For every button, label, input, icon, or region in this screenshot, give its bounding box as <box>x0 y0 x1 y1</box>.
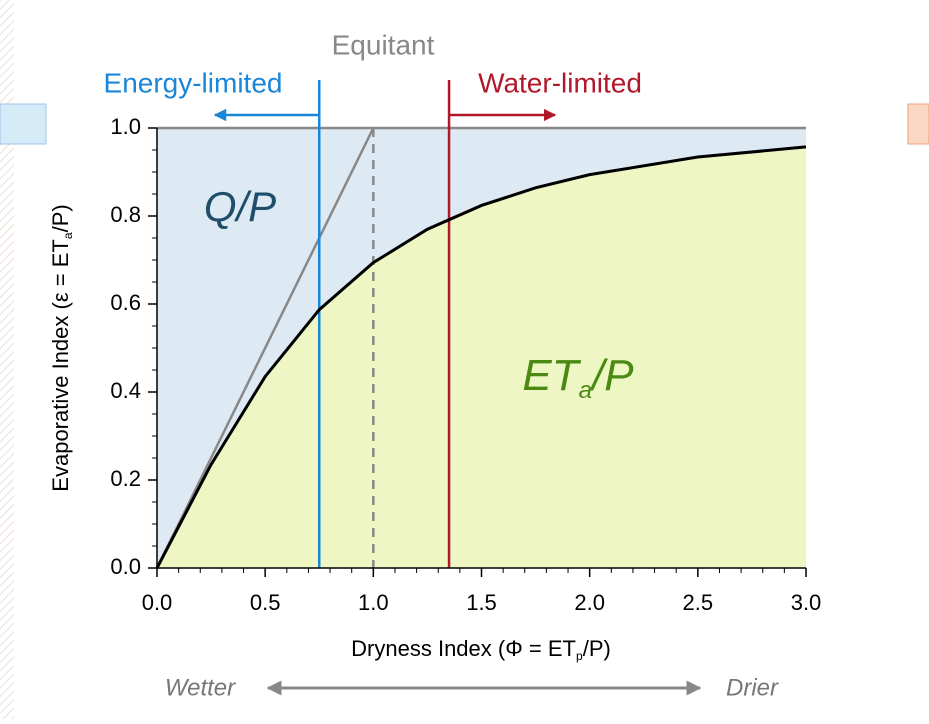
reference-line <box>155 127 375 569</box>
annotation: Equitant <box>332 29 435 60</box>
x-tick-label: 0.0 <box>142 590 173 615</box>
text-part: a <box>579 377 592 404</box>
region-label: ETa/P <box>522 351 634 404</box>
corner-box <box>907 103 929 145</box>
direction-label: Drier <box>726 674 779 701</box>
y-tick-label: 0.2 <box>110 466 141 491</box>
y-tick-label: 0.0 <box>110 554 141 579</box>
text-part: /P) <box>48 204 73 232</box>
x-axis-label: Dryness Index (Φ = ETp/P) <box>351 636 611 663</box>
y-tick-label: 0.6 <box>110 290 141 315</box>
y-tick-label: 0.4 <box>110 378 141 403</box>
direction-label: Wetter <box>165 674 236 701</box>
x-tick-label: 3.0 <box>791 590 822 615</box>
text-part: a <box>61 232 75 239</box>
x-tick-label: 2.0 <box>574 590 605 615</box>
x-tick-label: 1.0 <box>358 590 389 615</box>
text-part: /P) <box>583 636 611 661</box>
text-part: ET <box>522 351 581 400</box>
text-part: ET <box>548 636 576 661</box>
corner-box <box>0 103 47 145</box>
border-hatch <box>0 0 14 719</box>
region-label: Q/P <box>204 183 276 230</box>
x-tick-label: 0.5 <box>250 590 281 615</box>
text-part: Evaporative Index (ε = <box>48 267 73 491</box>
y-tick-label: 1.0 <box>110 114 141 139</box>
x-tick-label: 2.5 <box>683 590 714 615</box>
line <box>155 145 807 569</box>
y-axis-label: Evaporative Index (ε = ETa/P) <box>48 204 75 491</box>
text-part: p <box>576 649 583 663</box>
text-part: /P <box>589 351 634 400</box>
text-part: Dryness Index (Φ = <box>351 636 548 661</box>
x-tick-label: 1.5 <box>466 590 497 615</box>
annotation: Water-limited <box>478 67 642 98</box>
text-part: ET <box>48 239 73 267</box>
y-tick-label: 0.8 <box>110 202 141 227</box>
text-part: Q/P <box>204 183 276 230</box>
annotation: Energy-limited <box>104 67 283 98</box>
